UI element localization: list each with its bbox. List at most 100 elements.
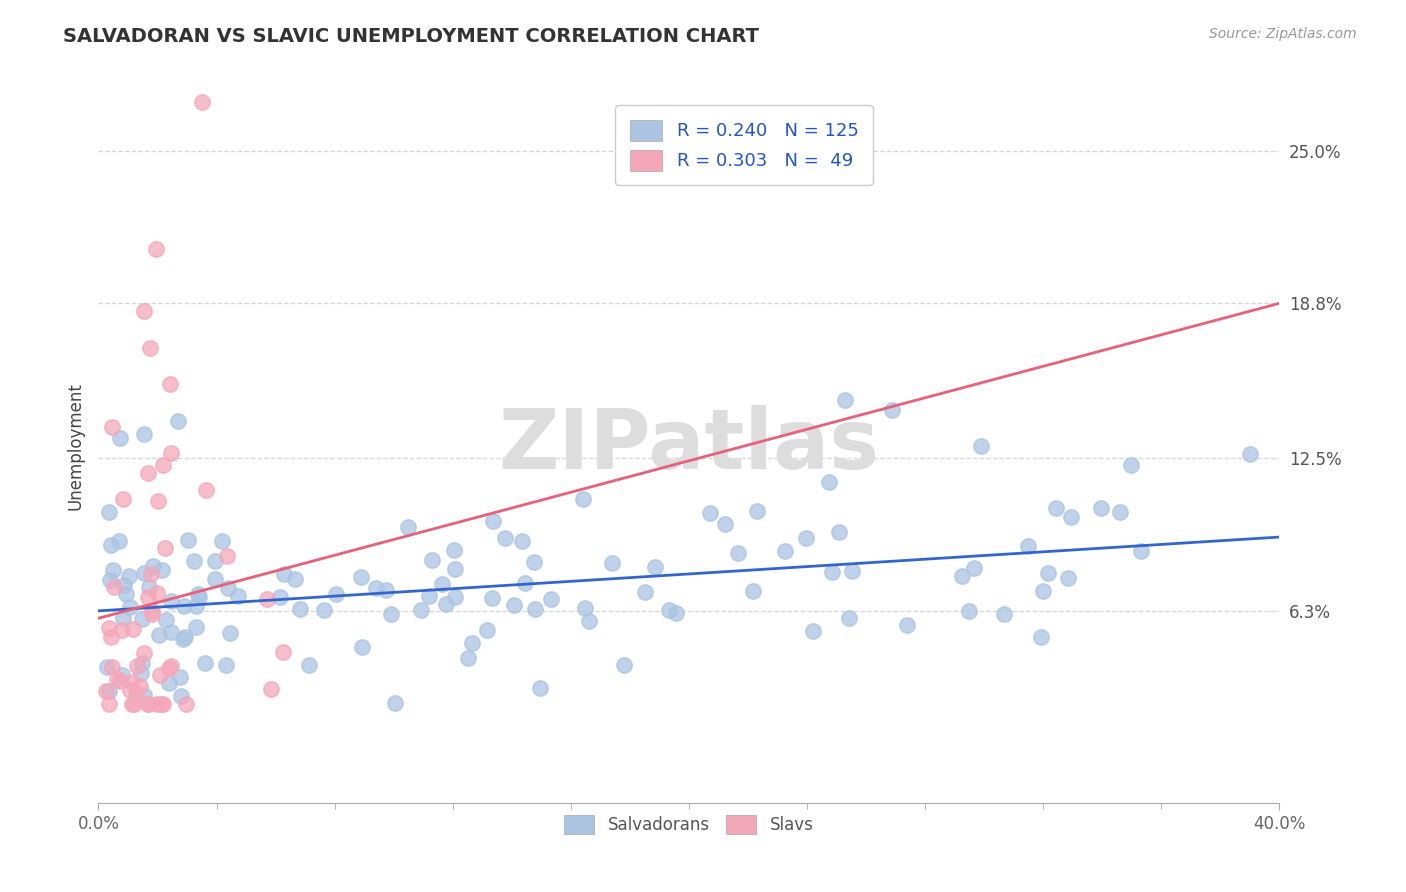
Point: [157, 676, 180, 690]
Point: [160, 659, 183, 673]
Point: [131, 657, 153, 671]
Point: [138, 580, 160, 594]
Point: [314, 603, 336, 617]
Point: [644, 560, 666, 574]
Point: [494, 531, 516, 545]
Point: [218, 625, 240, 640]
Point: [97, 683, 120, 698]
Point: [273, 567, 295, 582]
Point: [173, 631, 195, 645]
Point: [1060, 510, 1083, 524]
Point: [155, 613, 177, 627]
Point: [993, 607, 1015, 621]
Point: [173, 599, 195, 614]
Point: [160, 624, 183, 639]
Point: [461, 636, 484, 650]
Point: [434, 598, 457, 612]
Legend: Salvadorans, Slavs: Salvadorans, Slavs: [558, 808, 820, 841]
Point: [141, 607, 163, 621]
Point: [215, 549, 238, 563]
Point: [290, 602, 312, 616]
Point: [100, 631, 122, 645]
Point: [122, 623, 145, 637]
Point: [159, 593, 181, 607]
Point: [96, 660, 118, 674]
Point: [970, 439, 993, 453]
Point: [98, 505, 121, 519]
Point: [146, 698, 169, 712]
Point: [742, 583, 765, 598]
Point: [1090, 500, 1112, 515]
Point: [796, 531, 818, 545]
Point: [101, 660, 124, 674]
Point: [384, 697, 406, 711]
Point: [150, 563, 173, 577]
Point: [475, 623, 498, 637]
Point: [613, 657, 636, 672]
Point: [665, 607, 688, 621]
Point: [1032, 584, 1054, 599]
Point: [727, 546, 749, 560]
Point: [578, 614, 600, 628]
Point: [1108, 505, 1130, 519]
Point: [364, 582, 387, 596]
Point: [125, 658, 148, 673]
Point: [834, 392, 856, 407]
Point: [1017, 539, 1039, 553]
Point: [298, 658, 321, 673]
Point: [204, 554, 226, 568]
Point: [256, 591, 278, 606]
Point: [420, 552, 443, 566]
Point: [145, 242, 167, 256]
Point: [374, 582, 396, 597]
Point: [149, 667, 172, 681]
Point: [350, 570, 373, 584]
Point: [98, 573, 121, 587]
Point: [128, 679, 150, 693]
Point: [513, 576, 536, 591]
Point: [600, 556, 623, 570]
Point: [523, 555, 546, 569]
Point: [184, 620, 207, 634]
Point: [713, 516, 735, 531]
Point: [111, 623, 134, 637]
Point: [134, 566, 156, 581]
Point: [194, 656, 217, 670]
Point: [457, 651, 479, 665]
Point: [118, 568, 141, 582]
Point: [142, 558, 165, 573]
Point: [204, 572, 226, 586]
Point: [97, 621, 120, 635]
Text: ZIPatlas: ZIPatlas: [499, 406, 879, 486]
Point: [1130, 544, 1153, 558]
Point: [828, 524, 851, 539]
Point: [132, 426, 155, 441]
Point: [167, 414, 190, 428]
Point: [107, 533, 129, 548]
Point: [409, 603, 432, 617]
Point: [443, 561, 465, 575]
Point: [146, 586, 169, 600]
Point: [138, 466, 160, 480]
Point: [141, 604, 163, 618]
Point: [101, 419, 124, 434]
Point: [124, 688, 146, 702]
Y-axis label: Unemployment: Unemployment: [66, 382, 84, 510]
Point: [1239, 447, 1261, 461]
Point: [634, 585, 657, 599]
Point: [962, 561, 984, 575]
Point: [157, 661, 180, 675]
Point: [658, 603, 681, 617]
Point: [186, 599, 208, 614]
Point: [571, 491, 593, 506]
Point: [141, 566, 163, 581]
Point: [226, 590, 249, 604]
Point: [159, 377, 181, 392]
Text: Source: ZipAtlas.com: Source: ZipAtlas.com: [1209, 27, 1357, 41]
Point: [284, 572, 307, 586]
Point: [482, 514, 505, 528]
Point: [523, 602, 546, 616]
Point: [159, 446, 181, 460]
Point: [430, 577, 453, 591]
Point: [111, 491, 134, 506]
